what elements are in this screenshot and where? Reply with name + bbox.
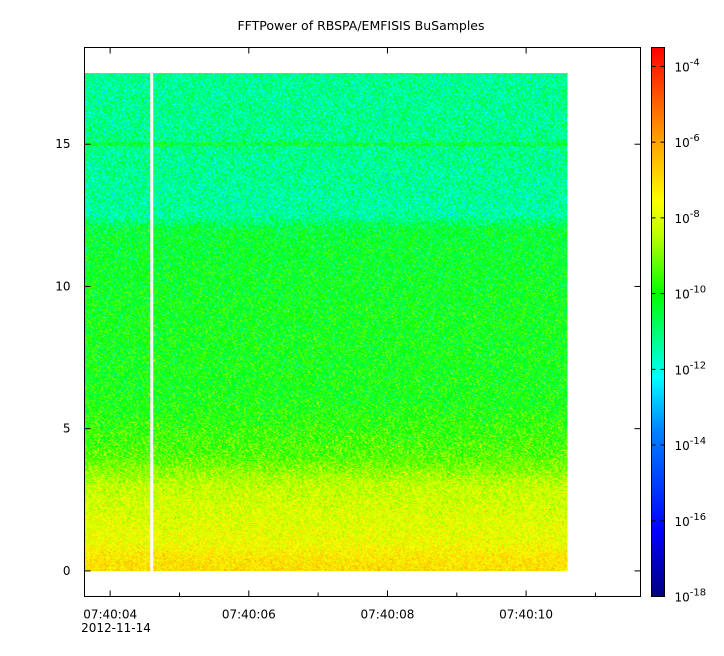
x-date-label: 2012-11-14 [81, 621, 151, 635]
colorbar-ticks: 10-4 10-6 10-8 10-10 10-12 10-14 10-16 10-18 [651, 57, 707, 605]
y-tick-label: 15 [55, 137, 70, 151]
colorbar-tick-label: 10-4 [675, 57, 700, 74]
heatmap-image [84, 73, 568, 572]
colorbar-tick-label: 10-12 [675, 360, 707, 377]
colorbar-tick-label: 10-18 [675, 588, 707, 605]
x-axis: 2012-11-14 07:40:04 07:40:06 07:40:08 07:40… [81, 47, 596, 635]
y-tick-label: 10 [55, 279, 70, 293]
colorbar-gradient [651, 47, 665, 597]
plot-frame [84, 47, 641, 597]
x-tick-label: 07:40:08 [361, 608, 415, 622]
x-tick-label: 07:40:10 [499, 608, 553, 622]
colorbar-tick-label: 10-8 [675, 209, 700, 226]
data-gap [150, 73, 154, 571]
colorbar: 10-4 10-6 10-8 10-10 10-12 10-14 10-16 10-18 [651, 47, 707, 605]
y-axis: 0 5 10 15 [55, 137, 641, 578]
chart-title: FFTPower of RBSPA/EMFISIS BuSamples [237, 18, 484, 33]
y-tick-label: 5 [63, 422, 71, 436]
colorbar-tick-label: 10-16 [675, 512, 707, 529]
colorbar-tick-label: 10-6 [675, 133, 700, 150]
x-tick-label: 07:40:06 [222, 608, 276, 622]
y-tick-label: 0 [63, 564, 71, 578]
x-tick-label: 07:40:04 [83, 608, 137, 622]
colorbar-tick-label: 10-14 [675, 436, 707, 453]
colorbar-tick-label: 10-10 [675, 285, 707, 302]
